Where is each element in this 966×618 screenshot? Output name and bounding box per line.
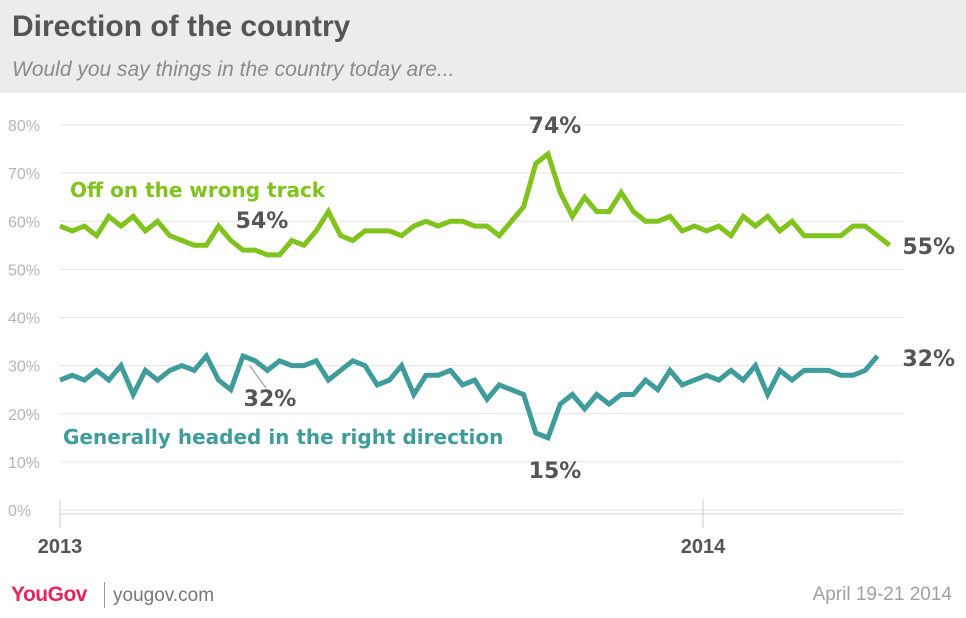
x-axis: 2013 2014 bbox=[38, 500, 903, 558]
series-lines bbox=[59, 149, 892, 442]
y-tick-label: 20% bbox=[8, 407, 40, 424]
series-label-wrong-track: Off on the wrong track bbox=[70, 178, 326, 202]
data-label: 74% bbox=[529, 114, 582, 139]
y-tick-label: 40% bbox=[8, 311, 40, 328]
chart-subtitle: Would you say things in the country toda… bbox=[12, 58, 455, 81]
data-label: 15% bbox=[529, 459, 582, 484]
data-label: 54% bbox=[236, 209, 289, 234]
series-label-right-direction: Generally headed in the right direction bbox=[63, 425, 503, 449]
y-tick-label: 10% bbox=[8, 455, 40, 472]
y-tick-label: 70% bbox=[8, 166, 40, 183]
annotations: Off on the wrong track Generally headed i… bbox=[63, 114, 955, 484]
survey-date: April 19-21 2014 bbox=[812, 584, 952, 605]
series-line-right-direction bbox=[59, 351, 880, 442]
yougov-logo[interactable]: YouGov bbox=[11, 583, 87, 606]
annotation-leader-line bbox=[249, 365, 267, 389]
footer-divider bbox=[104, 582, 105, 608]
chart-header: Direction of the country Would you say t… bbox=[0, 0, 966, 93]
y-tick-label: 60% bbox=[8, 214, 40, 231]
y-axis-tick-labels: 0% 10% 20% 30% 40% 50% 60% 70% 80% bbox=[8, 118, 40, 520]
data-label: 32% bbox=[244, 387, 297, 412]
footer-site-link[interactable]: yougov.com bbox=[113, 585, 215, 606]
y-tick-label: 50% bbox=[8, 262, 40, 279]
data-label: 55% bbox=[902, 235, 955, 260]
y-tick-label: 0% bbox=[8, 503, 31, 520]
gridlines bbox=[60, 124, 903, 511]
y-tick-label: 80% bbox=[8, 118, 40, 135]
data-label: 32% bbox=[902, 347, 955, 372]
y-tick-label: 30% bbox=[8, 359, 40, 376]
series-line-wrong-track bbox=[59, 149, 892, 258]
chart-title: Direction of the country bbox=[12, 10, 351, 43]
x-tick-label: 2013 bbox=[38, 536, 83, 558]
x-tick-label: 2014 bbox=[681, 536, 726, 558]
